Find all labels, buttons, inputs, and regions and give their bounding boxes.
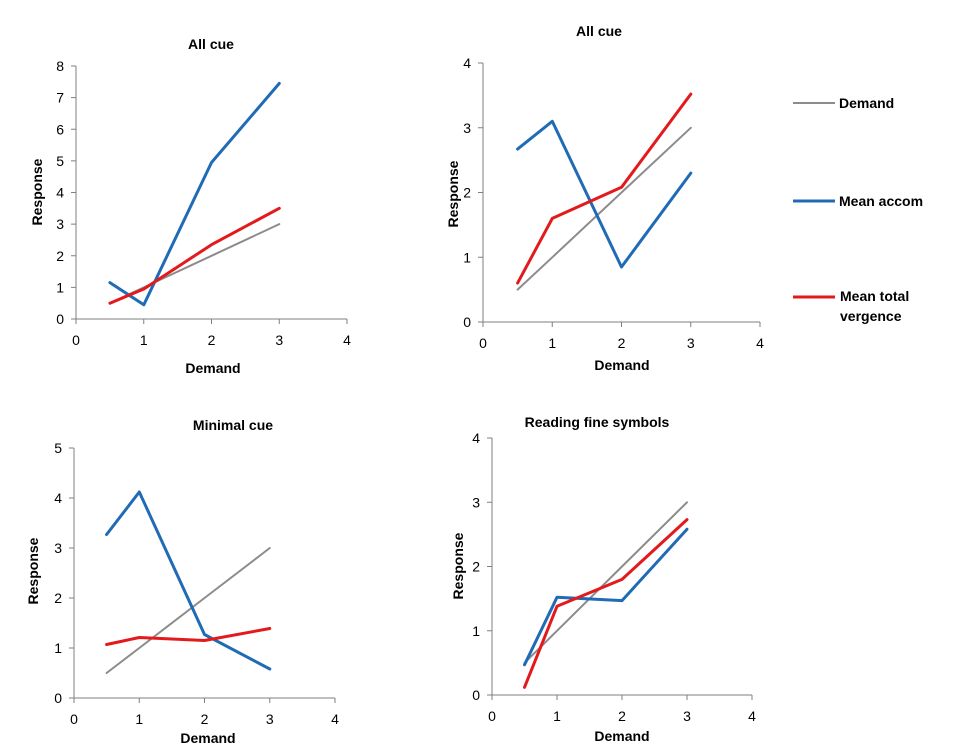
y-tick-label: 3: [56, 216, 64, 232]
series-line-mean-total-vergence: [516, 92, 693, 285]
y-tick-label: 1: [54, 640, 62, 656]
series-line-mean-accom: [523, 527, 689, 667]
x-tick-label: 4: [331, 711, 339, 727]
x-tick-label: 3: [275, 332, 283, 348]
x-axis-label: Demand: [594, 728, 649, 744]
x-tick-label: 0: [479, 335, 487, 351]
y-axis-label: Response: [25, 537, 41, 604]
x-tick-label: 0: [72, 332, 80, 348]
series-line-demand: [523, 501, 688, 664]
y-axis-label: Response: [450, 532, 466, 599]
y-tick-label: 2: [54, 590, 62, 606]
chart-4: 0 1 2 3 4 0 1 2 3 4 Reading fine symbols Demand Resp…: [450, 414, 756, 744]
y-tick-label: 1: [463, 249, 471, 265]
series-line-mean-accom: [108, 81, 281, 307]
y-tick-label: 3: [463, 120, 471, 136]
y-tick-label: 3: [54, 540, 62, 556]
x-tick-label: 0: [488, 708, 496, 724]
x-tick-label: 0: [70, 711, 78, 727]
x-tick-label: 4: [748, 708, 756, 724]
y-tick-label: 0: [463, 314, 471, 330]
y-tick-label: 2: [472, 559, 480, 575]
y-tick-label: 5: [56, 153, 64, 169]
x-tick-label: 1: [140, 332, 148, 348]
x-tick-label: 3: [687, 335, 695, 351]
x-axis-label: Demand: [185, 360, 240, 376]
chart-title: All cue: [188, 36, 234, 52]
y-tick-label: 1: [472, 623, 480, 639]
x-tick-label: 4: [756, 335, 764, 351]
y-tick-label: 2: [463, 185, 471, 201]
legend-label-mean-total-vergence-line2: vergence: [840, 308, 902, 324]
y-tick-label: 6: [56, 121, 64, 137]
series-line-mean-total-vergence: [523, 518, 689, 689]
chart-title: Minimal cue: [193, 417, 273, 433]
series-line-demand: [516, 126, 692, 291]
series-line-demand: [105, 547, 271, 674]
x-axis-label: Demand: [180, 730, 235, 746]
x-tick-label: 2: [618, 335, 626, 351]
y-tick-label: 8: [56, 58, 64, 74]
y-tick-label: 4: [463, 55, 471, 71]
y-tick-label: 0: [54, 690, 62, 706]
y-tick-label: 7: [56, 90, 64, 106]
x-tick-label: 3: [683, 708, 691, 724]
chart-2: 0 1 2 3 4 0 1 2 3 4 All cue Demand Response: [445, 23, 764, 373]
chart-title: Reading fine symbols: [525, 414, 670, 430]
x-tick-label: 1: [548, 335, 556, 351]
chart-3: 0 1 2 3 4 0 1 2 3 4 5 Minimal cue Demand Response: [25, 417, 339, 746]
y-axis-label: Response: [29, 158, 45, 225]
x-tick-label: 2: [208, 332, 216, 348]
y-tick-label: 4: [56, 185, 64, 201]
chart-title: All cue: [576, 23, 622, 39]
y-tick-label: 3: [472, 494, 480, 510]
y-tick-label: 5: [54, 440, 62, 456]
series-line-mean-total-vergence: [108, 206, 281, 305]
x-tick-label: 2: [201, 711, 209, 727]
y-tick-label: 2: [56, 248, 64, 264]
y-tick-label: 0: [472, 687, 480, 703]
legend: Demand Mean accom Mean total vergence: [793, 95, 923, 324]
series-line-mean-accom: [105, 490, 272, 671]
x-tick-label: 2: [618, 708, 626, 724]
x-tick-label: 1: [135, 711, 143, 727]
chart-1: 0 1 2 3 4 0 1 2 3 4 5 6 7 8 All cue Demand Response: [29, 36, 351, 376]
legend-label-demand: Demand: [839, 95, 894, 111]
x-axis-label: Demand: [594, 357, 649, 373]
y-tick-label: 4: [54, 490, 62, 506]
y-tick-label: 4: [472, 430, 480, 446]
legend-label-mean-accom: Mean accom: [839, 193, 923, 209]
y-tick-label: 1: [56, 279, 64, 295]
x-tick-label: 3: [266, 711, 274, 727]
y-axis-label: Response: [445, 160, 461, 227]
legend-label-mean-total-vergence-line1: Mean total: [840, 288, 909, 304]
x-tick-label: 1: [553, 708, 561, 724]
y-tick-label: 0: [56, 311, 64, 327]
series-line-mean-total-vergence: [105, 627, 272, 646]
series-line-mean-accom: [516, 119, 693, 269]
x-tick-label: 4: [343, 332, 351, 348]
